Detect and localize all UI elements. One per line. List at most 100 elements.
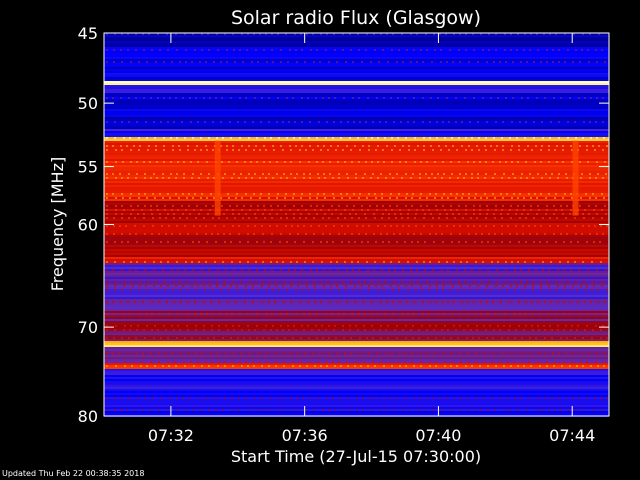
- spectrogram-speckle: [301, 193, 303, 195]
- spectrogram-speckle: [114, 329, 116, 331]
- spectrogram-speckle: [578, 397, 580, 399]
- spectrogram-speckle: [286, 241, 288, 243]
- spectrogram-speckle: [326, 241, 328, 243]
- spectrogram-speckle: [144, 261, 146, 263]
- spectrogram-speckle: [414, 161, 416, 163]
- spectrogram-speckle: [365, 161, 367, 163]
- spectrogram-speckle: [172, 205, 174, 207]
- spectrogram-speckle: [396, 205, 398, 207]
- spectrogram-speckle: [162, 177, 164, 179]
- spectrogram-speckle: [187, 301, 189, 303]
- spectrogram-speckle: [198, 241, 200, 243]
- spectrogram-band: [104, 139, 609, 141]
- spectrogram-speckle: [355, 361, 357, 363]
- spectrogram-band: [104, 377, 609, 379]
- spectrogram-band: [104, 59, 609, 61]
- spectrogram-speckle: [426, 205, 428, 207]
- spectrogram-speckle: [184, 33, 186, 35]
- spectrogram-speckle: [106, 241, 108, 243]
- spectrogram-band: [104, 373, 609, 375]
- spectrogram-speckle: [385, 209, 387, 211]
- spectrogram-speckle: [453, 261, 455, 263]
- spectrogram-speckle: [516, 233, 518, 235]
- spectrogram-speckle: [586, 313, 588, 315]
- spectrogram-speckle: [253, 149, 255, 151]
- spectrogram-speckle: [573, 33, 575, 35]
- spectrogram-speckle: [211, 289, 213, 291]
- spectrogram-band: [104, 297, 609, 299]
- spectrogram-speckle: [379, 409, 381, 411]
- spectrogram-speckle: [570, 289, 572, 291]
- spectrogram-speckle: [375, 149, 377, 151]
- spectrogram-speckle: [224, 397, 226, 399]
- spectrogram-speckle: [550, 121, 552, 123]
- spectrogram-speckle: [224, 281, 226, 283]
- spectrogram-speckle: [170, 137, 172, 139]
- spectrogram-speckle: [531, 301, 533, 303]
- spectrogram-speckle: [430, 213, 432, 215]
- spectrogram-speckle: [329, 161, 331, 163]
- spectrogram-speckle: [592, 217, 594, 219]
- spectrogram-speckle: [261, 301, 263, 303]
- spectrogram-speckle: [121, 61, 123, 63]
- spectrogram-speckle: [377, 145, 379, 147]
- spectrogram-speckle: [173, 329, 175, 331]
- spectrogram-band: [104, 295, 609, 297]
- spectrogram-speckle: [382, 205, 384, 207]
- spectrogram-speckle: [444, 365, 446, 367]
- spectrogram-band: [104, 287, 609, 289]
- spectrogram-speckle: [350, 149, 352, 151]
- spectrogram-speckle: [346, 361, 348, 363]
- spectrogram-speckle: [365, 233, 367, 235]
- spectrogram-speckle: [363, 361, 365, 363]
- spectrogram-speckle: [138, 61, 140, 63]
- spectrogram-speckle: [444, 325, 446, 327]
- spectrogram-speckle: [158, 233, 160, 235]
- spectrogram-speckle: [503, 325, 505, 327]
- spectrogram-speckle: [138, 197, 140, 199]
- spectrogram-speckle: [524, 261, 526, 263]
- spectrogram-speckle: [276, 161, 278, 163]
- spectrogram-speckle: [308, 337, 310, 339]
- spectrogram-speckle: [368, 193, 370, 195]
- spectrogram-speckle: [442, 353, 444, 355]
- spectrogram-speckle: [557, 329, 559, 331]
- spectrogram-speckle: [468, 233, 470, 235]
- spectrogram-speckle: [192, 241, 194, 243]
- spectrogram-speckle: [401, 313, 403, 315]
- spectrogram-speckle: [494, 173, 496, 175]
- burst-streak: [572, 140, 579, 216]
- spectrogram-speckle: [503, 365, 505, 367]
- spectrogram-speckle: [263, 241, 265, 243]
- spectrogram-band: [104, 211, 609, 213]
- spectrogram-speckle: [505, 261, 507, 263]
- spectrogram-speckle: [262, 233, 264, 235]
- spectrogram-speckle: [166, 33, 168, 35]
- spectrogram-speckle: [176, 137, 178, 139]
- spectrogram-speckle: [476, 329, 478, 331]
- spectrogram-speckle: [319, 61, 321, 63]
- spectrogram-speckle: [574, 337, 576, 339]
- spectrogram-speckle: [482, 261, 484, 263]
- spectrogram-speckle: [371, 137, 373, 139]
- spectrogram-speckle: [113, 49, 115, 51]
- spectrogram-speckle: [238, 149, 240, 151]
- spectrogram-speckle: [313, 233, 315, 235]
- spectrogram-speckle: [200, 409, 202, 411]
- spectrogram-speckle: [466, 397, 468, 399]
- spectrogram-speckle: [135, 97, 137, 99]
- spectrogram-speckle: [236, 285, 238, 287]
- spectrogram-speckle: [580, 285, 582, 287]
- spectrogram-speckle: [146, 137, 148, 139]
- spectrogram-speckle: [326, 365, 328, 367]
- spectrogram-speckle: [480, 197, 482, 199]
- spectrogram-speckle: [358, 161, 360, 163]
- spectrogram-band: [104, 399, 609, 401]
- spectrogram-band: [104, 75, 609, 77]
- spectrogram-speckle: [485, 149, 487, 151]
- spectrogram-speckle: [553, 213, 555, 215]
- spectrogram-speckle: [285, 193, 287, 195]
- spectrogram-speckle: [467, 325, 469, 327]
- spectrogram-speckle: [472, 337, 474, 339]
- spectrogram-speckle: [509, 137, 511, 139]
